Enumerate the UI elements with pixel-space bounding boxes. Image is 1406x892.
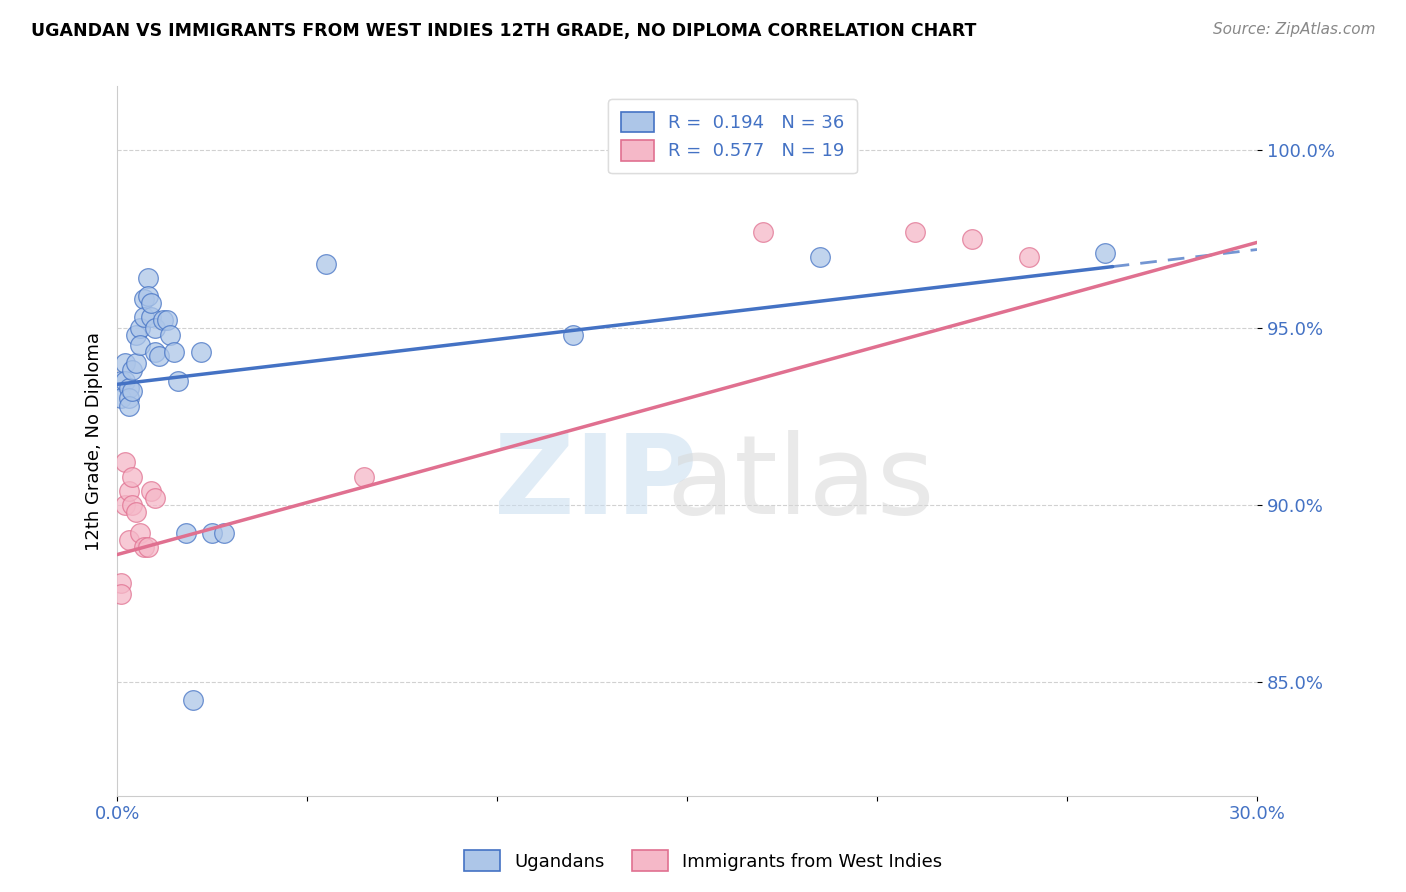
- Point: [141, 310, 163, 324]
- Point: [125, 356, 148, 370]
- Text: UGANDAN VS IMMIGRANTS FROM WEST INDIES 12TH GRADE, NO DIPLOMA CORRELATION CHART: UGANDAN VS IMMIGRANTS FROM WEST INDIES 1…: [31, 22, 976, 40]
- Point: [117, 392, 139, 406]
- Point: [132, 292, 155, 306]
- Point: [117, 399, 139, 413]
- Point: [1094, 246, 1116, 260]
- Point: [132, 310, 155, 324]
- Point: [129, 320, 152, 334]
- Point: [121, 498, 143, 512]
- Point: [125, 505, 148, 519]
- Point: [141, 295, 163, 310]
- Point: [159, 327, 181, 342]
- Point: [110, 392, 132, 406]
- Text: Source: ZipAtlas.com: Source: ZipAtlas.com: [1212, 22, 1375, 37]
- Point: [121, 363, 143, 377]
- Text: ZIP: ZIP: [495, 430, 697, 537]
- Point: [353, 469, 375, 483]
- Point: [121, 469, 143, 483]
- Point: [960, 232, 983, 246]
- Point: [1018, 250, 1040, 264]
- Point: [136, 271, 159, 285]
- Point: [117, 533, 139, 548]
- Point: [163, 345, 186, 359]
- Point: [136, 288, 159, 302]
- Y-axis label: 12th Grade, No Diploma: 12th Grade, No Diploma: [86, 332, 103, 550]
- Point: [129, 338, 152, 352]
- Point: [114, 356, 136, 370]
- Point: [148, 349, 170, 363]
- Point: [190, 345, 212, 359]
- Point: [117, 483, 139, 498]
- Point: [143, 345, 166, 359]
- Point: [110, 374, 132, 388]
- Point: [114, 374, 136, 388]
- Point: [143, 491, 166, 505]
- Legend: R =  0.194   N = 36, R =  0.577   N = 19: R = 0.194 N = 36, R = 0.577 N = 19: [609, 99, 858, 173]
- Point: [110, 576, 132, 591]
- Point: [117, 381, 139, 395]
- Point: [174, 526, 197, 541]
- Legend: Ugandans, Immigrants from West Indies: Ugandans, Immigrants from West Indies: [457, 843, 949, 879]
- Point: [315, 257, 337, 271]
- Point: [152, 313, 174, 327]
- Point: [752, 225, 775, 239]
- Point: [136, 541, 159, 555]
- Point: [125, 327, 148, 342]
- Point: [155, 313, 177, 327]
- Point: [132, 541, 155, 555]
- Point: [167, 374, 190, 388]
- Point: [114, 455, 136, 469]
- Point: [143, 320, 166, 334]
- Point: [121, 384, 143, 399]
- Point: [114, 498, 136, 512]
- Point: [110, 586, 132, 600]
- Point: [181, 693, 204, 707]
- Point: [904, 225, 927, 239]
- Point: [212, 526, 235, 541]
- Text: atlas: atlas: [666, 430, 935, 537]
- Point: [141, 483, 163, 498]
- Point: [808, 250, 831, 264]
- Point: [562, 327, 585, 342]
- Point: [129, 526, 152, 541]
- Point: [201, 526, 224, 541]
